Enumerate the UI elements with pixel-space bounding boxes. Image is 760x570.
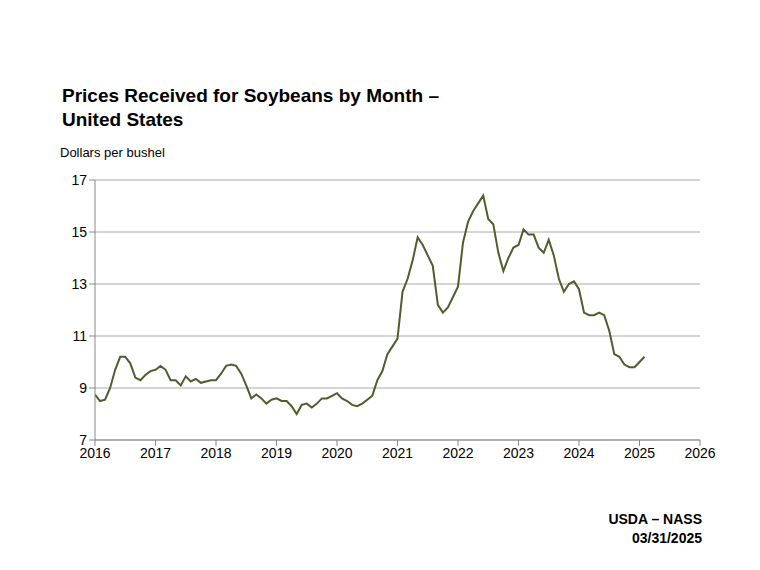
svg-text:2019: 2019 (261, 445, 292, 461)
svg-text:2021: 2021 (382, 445, 413, 461)
svg-text:11: 11 (72, 328, 87, 344)
svg-text:13: 13 (71, 276, 87, 292)
svg-text:2020: 2020 (321, 445, 352, 461)
html-text:Prices Received for Soybeans b: Prices Received for Soybeans by Month – … (62, 85, 439, 130)
html-text:USDA – NASS: USDA – NASS (608, 511, 702, 527)
html-text:Dollars per bushel: Dollars per bushel (60, 145, 165, 160)
svg-text:15: 15 (71, 224, 87, 240)
svg-text:17: 17 (71, 172, 87, 188)
html-text:03/31/2025: 03/31/2025 (631, 530, 702, 546)
svg-text:2017: 2017 (140, 445, 171, 461)
svg-text:9: 9 (79, 380, 87, 396)
svg-text:2024: 2024 (563, 445, 594, 461)
svg-text:2025: 2025 (624, 445, 655, 461)
svg-text:2022: 2022 (442, 445, 473, 461)
svg-text:2023: 2023 (503, 445, 534, 461)
svg-text:2026: 2026 (684, 445, 715, 461)
svg-text:2016: 2016 (79, 444, 111, 461)
svg-text:2018: 2018 (200, 445, 231, 461)
svg-text:7: 7 (79, 432, 87, 448)
